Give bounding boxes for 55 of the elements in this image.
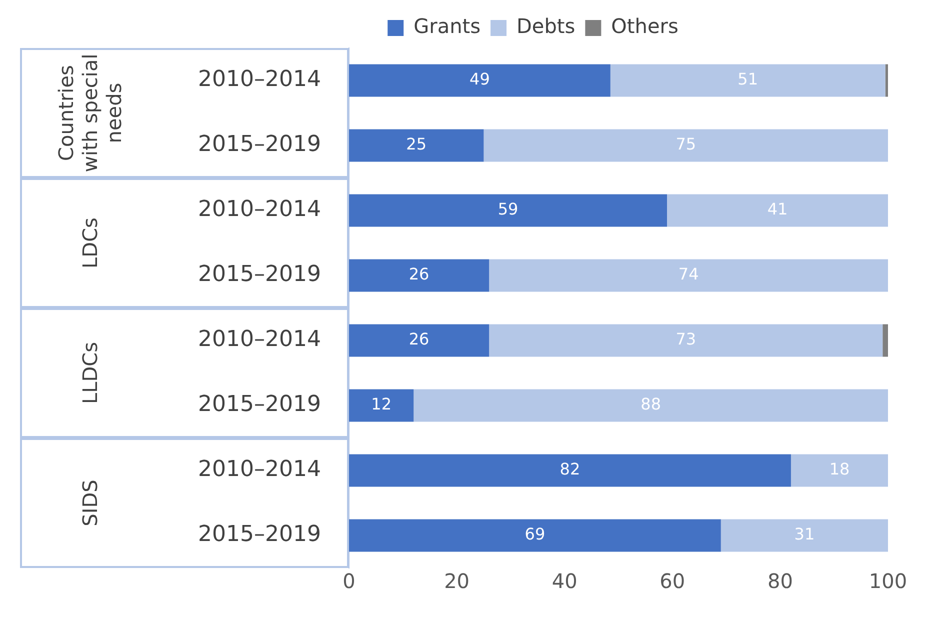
text: LLDCs	[78, 340, 102, 406]
text: LDCs	[78, 216, 102, 270]
bar	[720, 519, 888, 552]
data-label: 12	[371, 394, 392, 414]
y-tick-label: 2015–2019	[198, 522, 321, 548]
legend-label: Debts	[516, 14, 576, 38]
data-label: 18	[829, 460, 850, 479]
data-label: 82	[560, 460, 580, 479]
bar	[489, 259, 888, 292]
y-tick-label: 2010–2014	[198, 457, 321, 482]
bar	[348, 259, 490, 292]
y-tick-label: 2010–2014	[198, 327, 321, 352]
text: Countries with special needs	[54, 52, 126, 174]
bar	[885, 64, 888, 97]
data-label: 26	[408, 330, 430, 349]
data-label: 88	[640, 394, 662, 414]
legend-label: Grants	[414, 14, 481, 38]
bar	[882, 324, 888, 357]
bar	[414, 389, 888, 422]
x-tick-label: 60	[660, 569, 686, 594]
x-tick-label: 40	[552, 569, 578, 594]
bar	[489, 324, 883, 357]
bar	[790, 454, 888, 487]
y-tick-label: 2010–2014	[198, 67, 321, 92]
data-label: 49	[470, 70, 490, 89]
y-tick-label: 2015–2019	[198, 262, 321, 288]
data-label: 69	[524, 524, 546, 544]
data-label: 51	[738, 70, 758, 89]
bar	[348, 129, 484, 162]
x-tick-label: 20	[444, 569, 470, 594]
bar	[348, 454, 791, 487]
x-tick-label: 0	[342, 569, 356, 594]
data-label: 26	[408, 264, 430, 284]
bar	[348, 194, 667, 227]
x-tick-label: 100	[868, 569, 908, 594]
bar	[348, 519, 721, 552]
data-label: 75	[676, 134, 696, 154]
data-label: 41	[767, 200, 788, 219]
data-label: 31	[794, 524, 815, 544]
bar	[484, 129, 888, 162]
bar	[667, 194, 888, 227]
y-tick-label: 2015–2019	[198, 132, 321, 158]
bar	[348, 324, 490, 357]
data-label: 73	[676, 330, 696, 349]
bar	[610, 64, 886, 97]
x-tick-label: 80	[767, 569, 793, 594]
data-label: 25	[406, 134, 427, 154]
legend-label: Others	[611, 14, 678, 38]
bar	[348, 64, 610, 97]
bar	[348, 389, 414, 422]
y-tick-label: 2015–2019	[198, 392, 321, 418]
y-tick-label: 2010–2014	[198, 197, 321, 222]
data-label: 74	[678, 264, 699, 284]
data-label: 59	[498, 200, 518, 219]
text: SIDS	[78, 478, 102, 528]
